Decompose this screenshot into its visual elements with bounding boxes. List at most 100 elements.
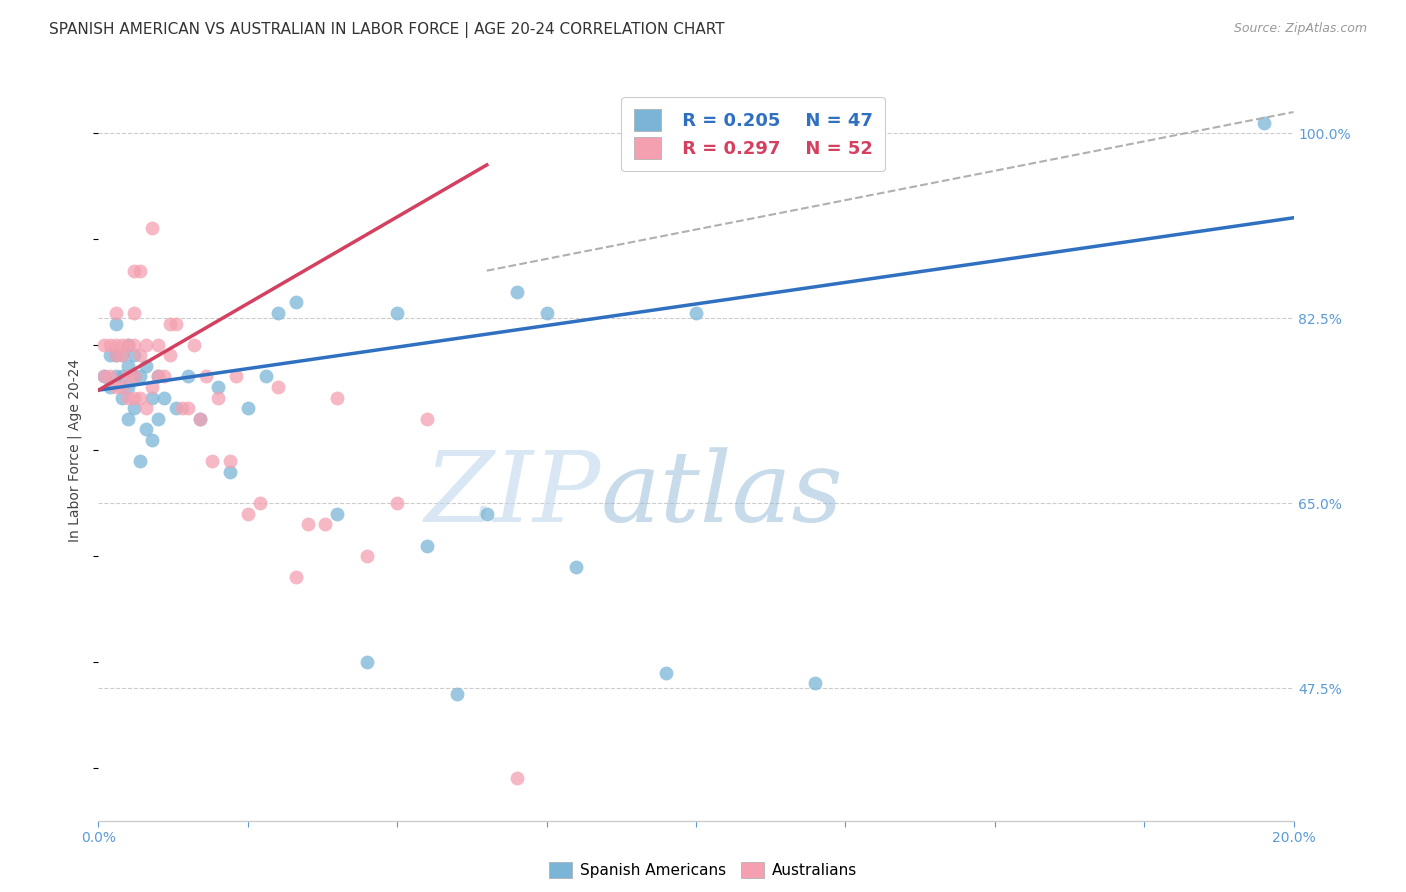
Text: atlas: atlas (600, 447, 844, 542)
Point (416, 539, 439, 553)
Point (219, 454, 242, 468)
Point (172, 401, 194, 416)
Point (506, 772, 529, 786)
Point (356, 655, 378, 669)
Point (117, 380, 139, 394)
Text: ZIP: ZIP (425, 447, 600, 542)
Point (129, 369, 152, 384)
Point (93, 369, 115, 384)
Y-axis label: In Labor Force | Age 20-24: In Labor Force | Age 20-24 (67, 359, 83, 542)
Point (685, 306, 707, 320)
Point (446, 687, 468, 701)
Point (124, 369, 146, 384)
Point (225, 369, 247, 384)
Legend:  R = 0.205    N = 47,  R = 0.297    N = 52: R = 0.205 N = 47, R = 0.297 N = 52 (621, 96, 884, 171)
Point (165, 401, 187, 416)
Point (105, 348, 128, 362)
Point (153, 369, 176, 384)
Point (416, 411, 439, 425)
Point (105, 306, 128, 320)
Point (117, 411, 139, 425)
Point (153, 391, 176, 405)
Point (159, 348, 181, 362)
Point (1253, 115, 1275, 129)
Point (536, 306, 558, 320)
Point (177, 401, 200, 416)
Text: SPANISH AMERICAN VS AUSTRALIAN IN LABOR FORCE | AGE 20-24 CORRELATION CHART: SPANISH AMERICAN VS AUSTRALIAN IN LABOR … (49, 22, 725, 38)
Point (297, 517, 319, 532)
Point (148, 411, 170, 425)
Text: Source: ZipAtlas.com: Source: ZipAtlas.com (1233, 22, 1367, 36)
Point (98, 369, 122, 384)
Point (148, 337, 170, 351)
Point (135, 422, 157, 436)
Point (141, 380, 163, 394)
Point (117, 369, 139, 384)
Point (195, 369, 218, 384)
Point (124, 337, 146, 351)
Point (804, 676, 827, 690)
Point (284, 570, 307, 584)
Point (129, 454, 152, 468)
Point (188, 411, 211, 425)
Point (207, 380, 229, 394)
Point (111, 337, 134, 351)
Point (105, 348, 128, 362)
Point (98, 348, 122, 362)
Point (105, 337, 128, 351)
Point (93, 337, 115, 351)
Point (129, 391, 152, 405)
Point (105, 369, 128, 384)
Point (105, 317, 128, 331)
Point (655, 665, 678, 680)
Point (135, 359, 157, 373)
Point (326, 391, 349, 405)
Point (135, 401, 157, 416)
Point (236, 507, 259, 521)
Point (565, 559, 588, 574)
Point (117, 359, 139, 373)
Point (475, 507, 498, 521)
Point (267, 380, 290, 394)
Point (117, 337, 139, 351)
Point (129, 348, 152, 362)
Point (356, 549, 378, 564)
Point (326, 507, 349, 521)
Point (284, 295, 307, 310)
Point (385, 306, 409, 320)
Point (385, 496, 409, 510)
Point (111, 348, 134, 362)
Point (188, 411, 211, 425)
Point (111, 369, 134, 384)
Point (124, 263, 146, 277)
Point (111, 348, 134, 362)
Point (124, 306, 146, 320)
Point (124, 348, 146, 362)
Point (315, 517, 337, 532)
Point (236, 401, 259, 416)
Point (177, 369, 200, 384)
Point (117, 337, 139, 351)
Point (135, 337, 157, 351)
Point (141, 391, 163, 405)
Point (111, 380, 134, 394)
Point (254, 369, 277, 384)
Point (159, 317, 181, 331)
Point (105, 380, 128, 394)
Point (506, 285, 529, 299)
Point (93, 369, 115, 384)
Point (124, 369, 146, 384)
Point (98, 337, 122, 351)
Point (183, 337, 205, 351)
Point (267, 306, 290, 320)
Point (148, 369, 170, 384)
Point (165, 317, 187, 331)
Point (98, 380, 122, 394)
Point (141, 433, 163, 447)
Legend: Spanish Americans, Australians: Spanish Americans, Australians (543, 856, 863, 884)
Point (124, 401, 146, 416)
Point (129, 263, 152, 277)
Point (117, 391, 139, 405)
Point (201, 454, 224, 468)
Point (148, 369, 170, 384)
